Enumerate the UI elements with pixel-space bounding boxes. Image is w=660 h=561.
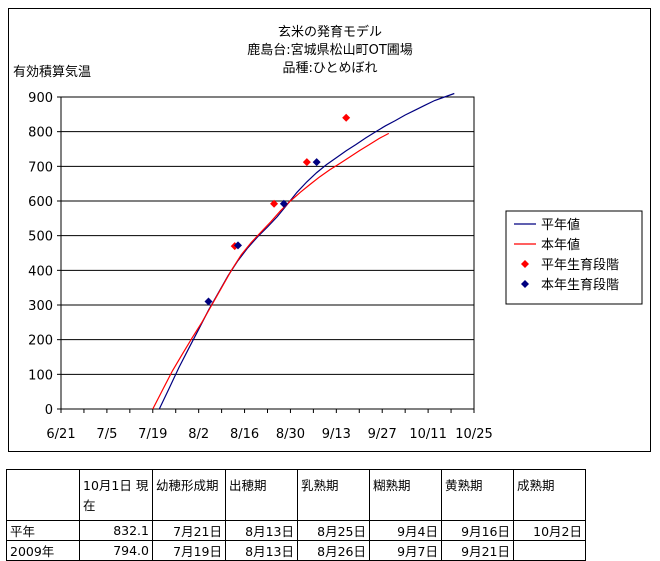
table-cell: 10月2日 [513, 520, 586, 541]
x-axis: 6/21 7/5 7/19 8/2 8/16 8/30 9/13 9/27 10/11 10/25 [46, 409, 493, 442]
y-tick-label: 800 [28, 126, 53, 141]
y-tick-label: 300 [28, 299, 53, 314]
table-header-cell: 出穂期 [225, 469, 298, 521]
y-axis: 0 100 200 300 400 500 600 700 800 900 [28, 91, 61, 418]
table-cell: 9月16日 [441, 520, 514, 541]
y-tick-label: 100 [28, 368, 53, 383]
table-cell: 832.1 [79, 520, 153, 541]
table-header-cell: 乳熟期 [297, 469, 370, 521]
stage-marker [270, 199, 279, 208]
stage-marker [302, 158, 311, 167]
x-tick-label: 8/30 [276, 427, 305, 442]
x-tick-label: 7/19 [138, 427, 167, 442]
stage-marker [204, 297, 213, 306]
table-cell: 794.0 [79, 540, 153, 561]
y-tick-label: 900 [28, 91, 53, 106]
table-row: 2009年 794.0 7月19日 8月13日 8月26日 9月7日 9月21日 [6, 540, 586, 561]
x-tick-label: 9/13 [322, 427, 351, 442]
y-tick-label: 200 [28, 334, 53, 349]
table-cell: 9月4日 [369, 520, 442, 541]
chart-title-line: 鹿島台:宮城県松山町OT圃場 [247, 42, 413, 58]
legend-label: 本年値 [541, 237, 580, 253]
table-cell: 9月7日 [369, 540, 442, 561]
table-cell [513, 540, 586, 561]
table-cell: 7月21日 [152, 520, 226, 541]
growth-stage-table: 10月1日 現在 幼穂形成期 出穂期 乳熟期 糊熟期 黄熟期 成熟期 平年 83… [6, 469, 586, 561]
y-tick-label: 400 [28, 264, 53, 279]
table-header-cell: 10月1日 現在 [79, 469, 153, 521]
table-row: 平年 832.1 7月21日 8月13日 8月25日 9月4日 9月16日 10… [6, 520, 586, 541]
table-cell: 7月19日 [152, 540, 226, 561]
table-cell: 8月13日 [225, 540, 298, 561]
table-header-row: 10月1日 現在 幼穂形成期 出穂期 乳熟期 糊熟期 黄熟期 成熟期 [6, 469, 586, 521]
table-cell: 9月21日 [441, 540, 514, 561]
legend-swatch [521, 280, 529, 288]
x-tick-label: 9/27 [368, 427, 397, 442]
plot-series [152, 92, 455, 410]
y-tick-label: 600 [28, 195, 53, 210]
x-tick-label: 10/11 [409, 427, 446, 442]
table-cell: 2009年 [6, 540, 80, 561]
y-tick-label: 700 [28, 160, 53, 175]
series-line [152, 132, 390, 410]
table-header-cell: 成熟期 [513, 469, 586, 521]
x-tick-label: 7/5 [96, 427, 117, 442]
table-header-cell: 黄熟期 [441, 469, 514, 521]
table-cell: 平年 [6, 520, 80, 541]
x-tick-label: 8/16 [230, 427, 259, 442]
stage-marker [342, 113, 351, 122]
x-tick-label: 10/25 [455, 427, 492, 442]
legend-box [505, 210, 643, 305]
y-tick-label: 0 [45, 403, 53, 418]
grid-lines [61, 131, 474, 375]
stage-marker [234, 241, 242, 250]
table-cell: 8月26日 [297, 540, 370, 561]
legend-label: 平年生育段階 [541, 257, 619, 273]
chart-title-line: 玄米の発育モデル [278, 24, 382, 40]
table-cell: 8月13日 [225, 520, 298, 541]
x-tick-label: 8/2 [188, 427, 209, 442]
legend-label: 平年値 [541, 217, 580, 233]
y-axis-label: 有効積算気温 [13, 64, 91, 80]
stage-marker [279, 199, 288, 208]
legend-label: 本年生育段階 [541, 277, 619, 293]
table-header-cell [6, 469, 80, 521]
legend-swatch [521, 260, 529, 268]
x-tick-label: 6/21 [46, 427, 75, 442]
chart-title-line: 品種:ひとめぼれ [283, 60, 378, 76]
table-header-cell: 幼穂形成期 [152, 469, 226, 521]
y-tick-label: 500 [28, 230, 53, 245]
table-cell: 8月25日 [297, 520, 370, 541]
plot-area [60, 96, 475, 410]
table-header-cell: 糊熟期 [369, 469, 442, 521]
chart-frame: 玄米の発育モデル鹿島台:宮城県松山町OT圃場 品種:ひとめぼれ 有効積算気温 0 1… [8, 8, 651, 452]
stage-marker [312, 158, 321, 167]
